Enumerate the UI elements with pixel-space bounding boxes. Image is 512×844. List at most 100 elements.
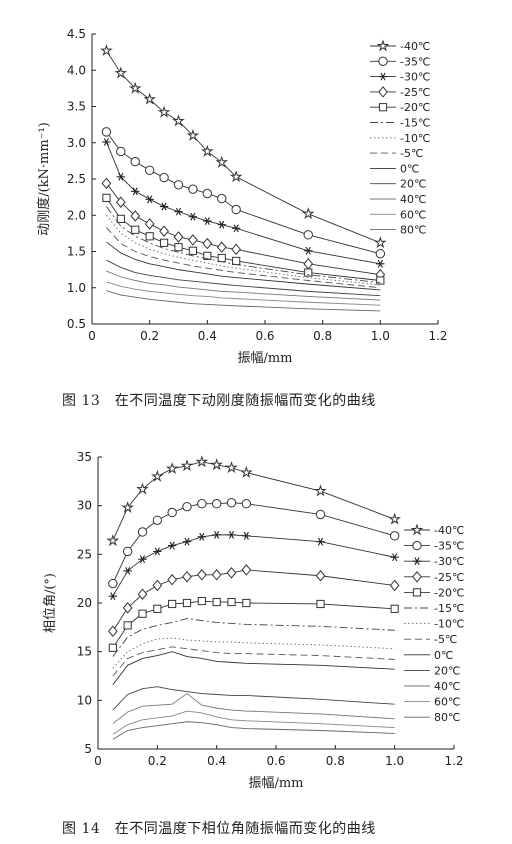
chart2-data-point [138, 609, 147, 618]
chart2-series-line [112, 721, 395, 740]
chart2-data-point [316, 599, 325, 609]
chart1-data-point [231, 224, 241, 233]
chart2-data-point [108, 643, 117, 652]
chart2-series-group [106, 455, 401, 740]
chart1-data-point [303, 258, 314, 270]
chart1-data-point [188, 212, 198, 221]
chart1-data-point [375, 248, 386, 259]
chart1-series-line [106, 290, 381, 312]
chart2-legend-marker [412, 571, 422, 583]
chart2-data-point [242, 598, 251, 608]
chart2-series-line [112, 618, 395, 657]
chart2-legend-label: -10℃ [434, 618, 464, 631]
chart2-data-point [182, 598, 192, 608]
chart1-data-point [116, 146, 126, 157]
chart1-data-point [115, 196, 126, 208]
chart1-data-point [114, 66, 128, 79]
chart1-series-line [106, 241, 381, 291]
chart2-data-point [123, 566, 132, 575]
chart1-legend-marker [378, 56, 388, 66]
chart2-data-point [122, 602, 133, 614]
chart1-legend-label: -40℃ [400, 40, 430, 53]
chart2-data-point [211, 568, 222, 581]
chart1-data-point [131, 187, 140, 196]
chart2-legend-label: 60℃ [434, 696, 460, 709]
chart2-data-point [137, 588, 148, 601]
chart1-data-point [203, 251, 212, 260]
chart1-data-point [101, 177, 112, 190]
chart2-data-point [197, 532, 207, 541]
chart1-y-tick-label: 2.0 [67, 208, 86, 222]
chart2-data-point [106, 534, 120, 547]
chart1-data-point [101, 127, 112, 137]
figure-13-caption: 图 13 在不同温度下动刚度随振幅而变化的曲线 [62, 393, 376, 409]
chart2-data-point [241, 499, 252, 509]
chart2-series-line [112, 651, 395, 686]
chart1-data-point [145, 195, 154, 204]
chart2-data-point [240, 465, 253, 478]
chart2-axes: 0 0.2 0.4 0.6 0.8 1.0 1.2 5 10 15 20 25 30 35 [77, 450, 464, 768]
chart2-series-line [112, 692, 395, 725]
chart2-y-tick-label: 5 [84, 742, 92, 756]
chart1-legend: -40℃ -35℃ -30℃ -25℃ -20℃ -15℃ -10℃ -5℃ 0℃ 20℃ 40℃ 6… [370, 39, 430, 237]
chart2-legend-label: -5℃ [434, 633, 457, 646]
chart1-data-point [131, 225, 140, 234]
chart1-data-point [202, 188, 213, 199]
chart1-data-point [159, 225, 169, 237]
chart1-series-line [106, 227, 381, 289]
chart2-series-line [112, 461, 395, 541]
chart1-data-point [159, 202, 169, 211]
chart2-data-point [197, 499, 207, 509]
chart1-legend-marker [378, 103, 388, 112]
chart1-data-point [130, 210, 141, 222]
chart2-data-point [197, 596, 206, 606]
chart2-legend-label: -20℃ [434, 586, 464, 599]
chart1-data-point [186, 128, 200, 141]
figure-14: 0 0.2 0.4 0.6 0.8 1.0 1.2 5 10 15 20 25 30 35 振幅/mm 相位角… [0, 440, 512, 844]
chart1-data-point [116, 214, 125, 223]
chart2-data-point [136, 482, 149, 495]
chart2-data-point [167, 507, 177, 518]
chart2-data-point [182, 570, 192, 583]
chart2-data-point [107, 625, 118, 638]
chart1-x-tick-label: 0.2 [140, 329, 159, 343]
chart2-data-point [227, 530, 236, 539]
chart1-series-line [106, 183, 381, 276]
chart1-data-point [229, 170, 243, 183]
chart2-data-point [152, 579, 163, 592]
chart2-data-point [138, 555, 147, 564]
chart2-x-tick-label: 0.6 [266, 754, 285, 768]
chart2-data-point [167, 541, 177, 550]
chart1-data-point [116, 172, 126, 181]
chart2-data-point [165, 462, 179, 475]
chart1-data-point [100, 44, 113, 57]
chart2-data-point [389, 579, 400, 592]
chart1-data-point [301, 207, 315, 220]
chart1-series-line [106, 141, 381, 265]
chart2-x-tick-label: 0.8 [326, 754, 345, 768]
chart1-series-line [106, 281, 381, 306]
chart2-data-point [182, 537, 192, 546]
chart2-series-line [112, 646, 395, 677]
chart1-legend-label: -15℃ [400, 117, 430, 130]
chart1-legend-marker [378, 86, 388, 98]
chart2-data-point [315, 509, 326, 520]
chart1-x-tick-label: 1.0 [371, 329, 390, 343]
chart1-y-tick-label: 2.5 [67, 172, 86, 186]
chart2-data-point [241, 564, 252, 576]
chart1-legend-marker [376, 39, 390, 52]
chart2-data-point [315, 569, 326, 582]
chart2-data-point [227, 597, 236, 607]
chart1-data-point [304, 246, 313, 255]
chart1-x-tick-label: 1.2 [428, 329, 447, 343]
chart2-data-point [210, 458, 223, 471]
chart2-y-tick-label: 20 [77, 596, 92, 610]
chart2-x-tick-label: 1.2 [444, 754, 463, 768]
chart1-data-point [172, 114, 185, 127]
chart2-legend-marker [412, 540, 422, 551]
chart2-series-line [112, 637, 395, 669]
chart2-legend-marker [410, 523, 424, 536]
chart1-data-point [174, 207, 183, 216]
chart2-legend-label: 20℃ [434, 664, 460, 677]
chart2-series-line [112, 534, 395, 597]
